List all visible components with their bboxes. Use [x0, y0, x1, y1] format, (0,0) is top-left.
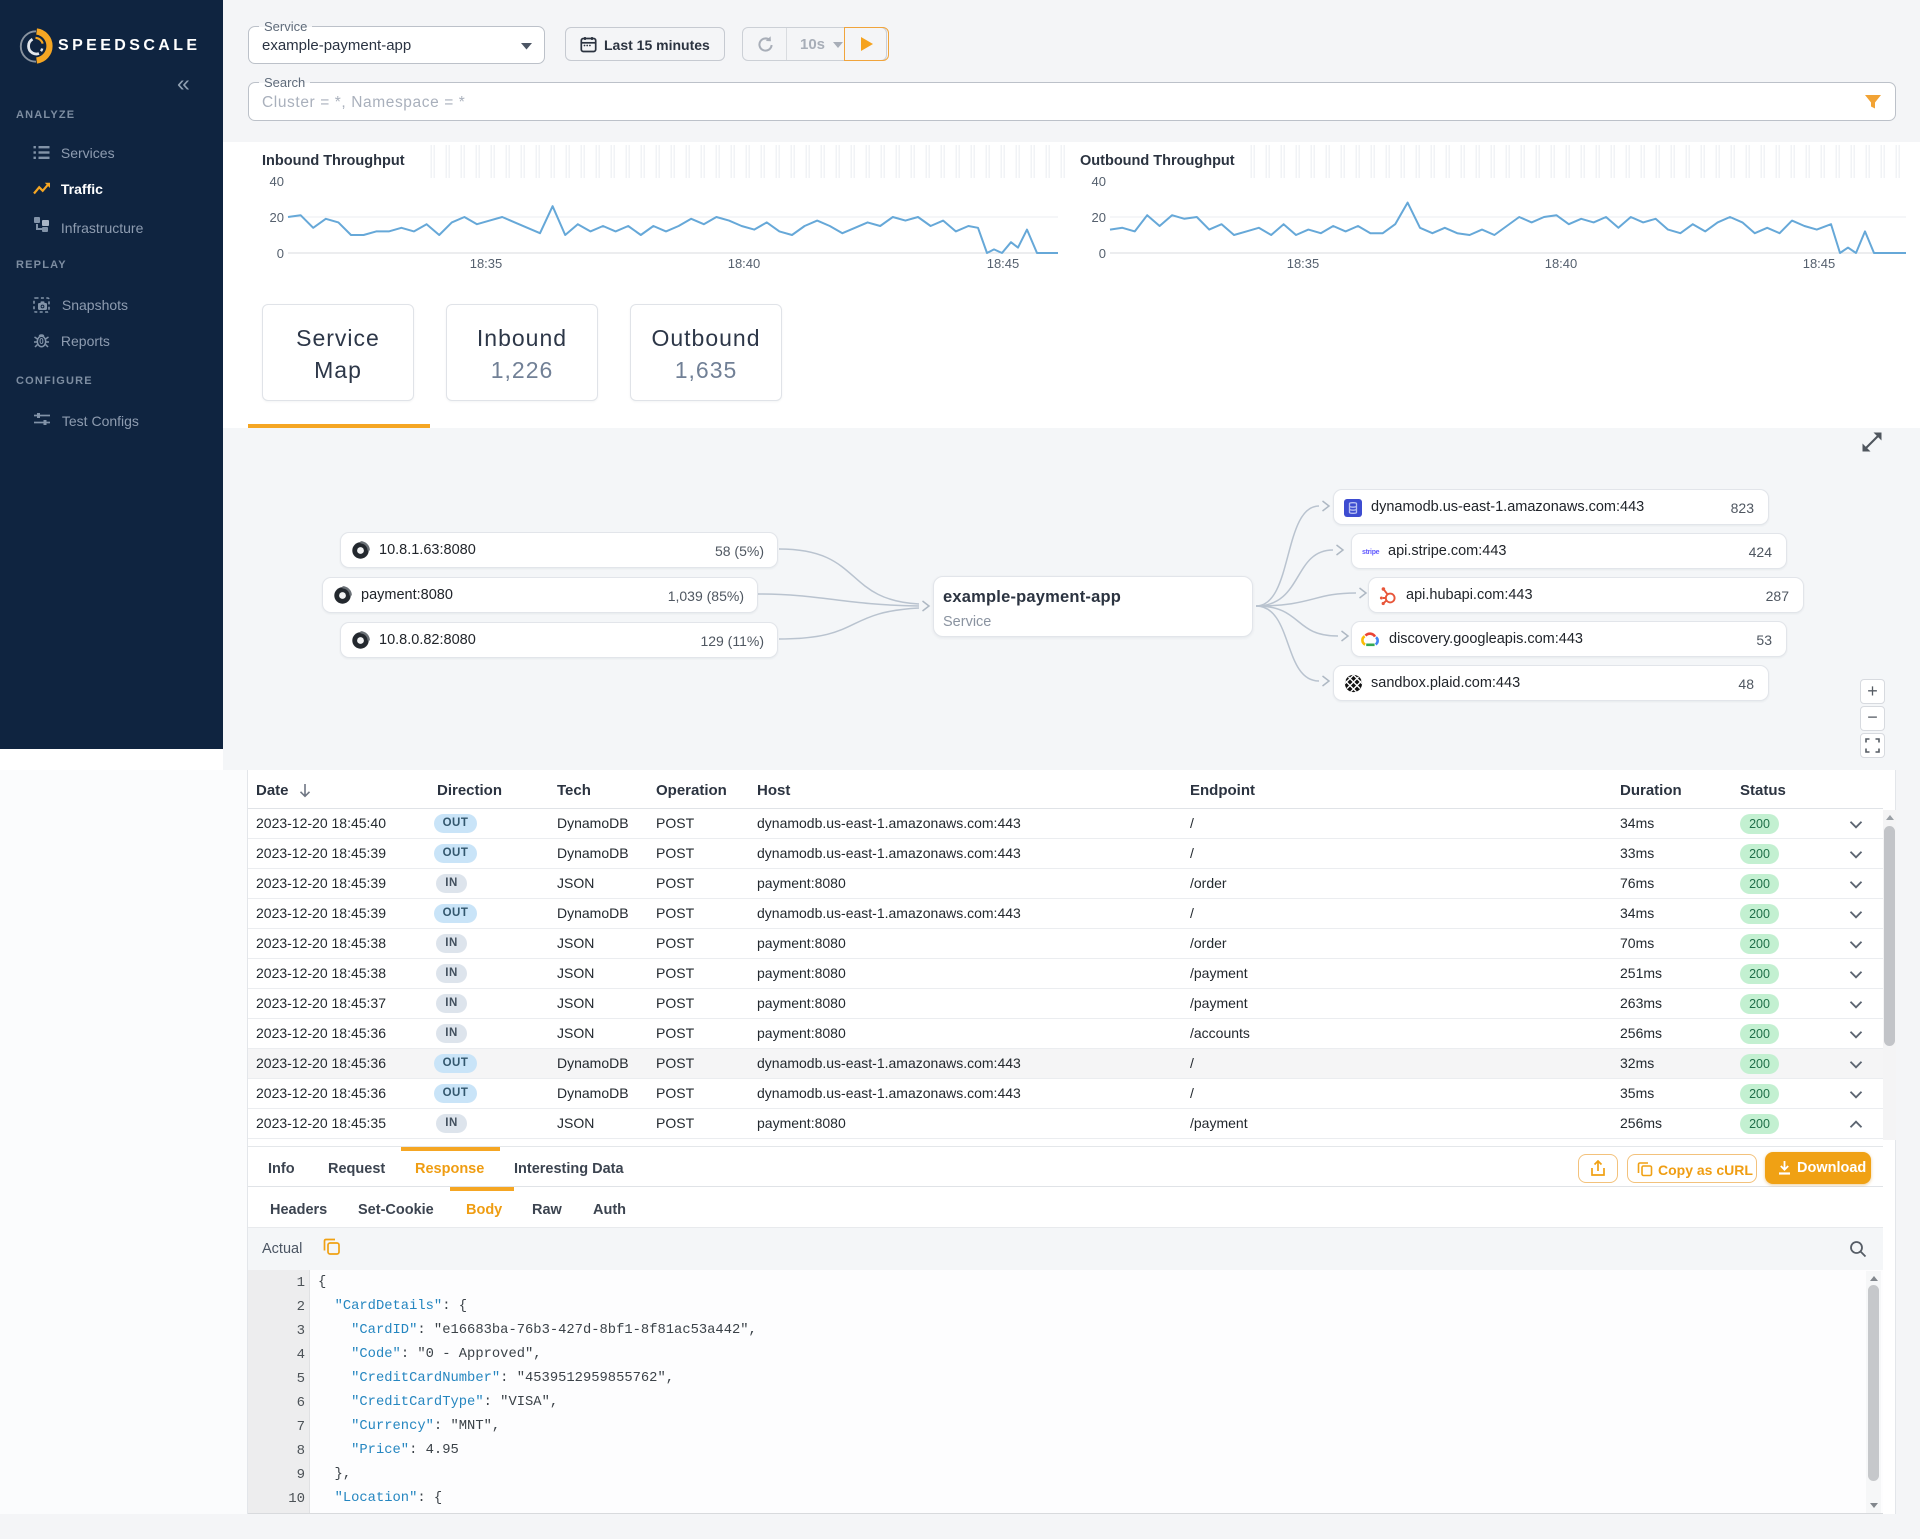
svg-text:40: 40 — [1092, 174, 1106, 189]
svg-text:18:45: 18:45 — [1803, 256, 1836, 271]
svg-text:40: 40 — [270, 174, 284, 189]
svg-text:0: 0 — [39, 337, 44, 346]
svg-text:18:40: 18:40 — [728, 256, 761, 271]
svg-text:20: 20 — [270, 210, 284, 225]
svg-text:0: 0 — [277, 246, 284, 261]
svg-text:20: 20 — [1092, 210, 1106, 225]
svg-text:18:35: 18:35 — [470, 256, 503, 271]
svg-text:18:45: 18:45 — [987, 256, 1020, 271]
svg-text:0: 0 — [1099, 246, 1106, 261]
svg-text:18:40: 18:40 — [1545, 256, 1578, 271]
svg-text:18:35: 18:35 — [1287, 256, 1320, 271]
